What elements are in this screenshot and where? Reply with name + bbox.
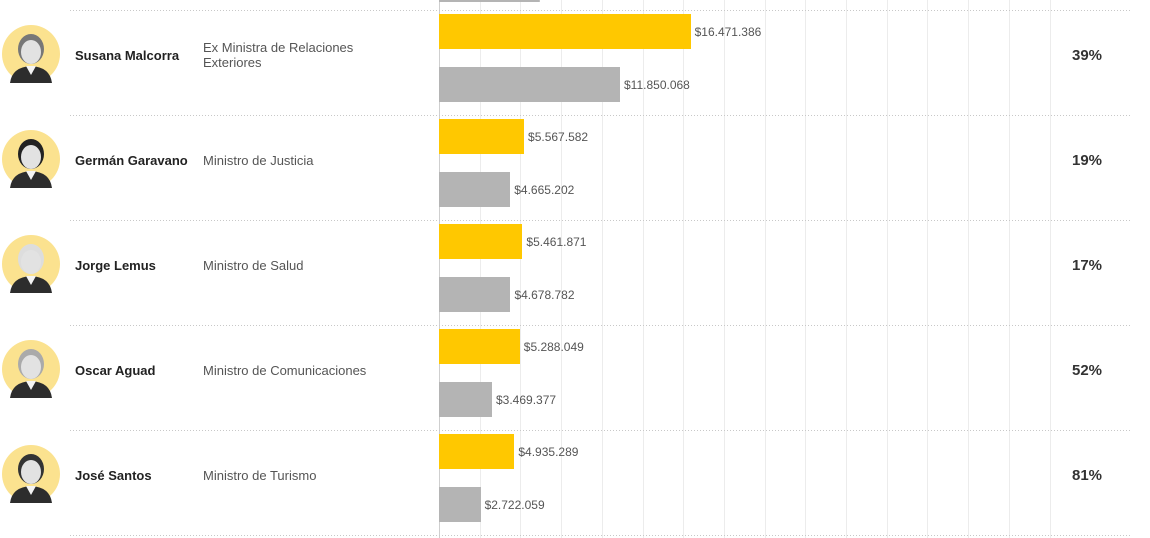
bar-current: [439, 329, 520, 364]
bar-current-label: $5.288.049: [523, 340, 584, 354]
change-percent: 39%: [1072, 46, 1103, 64]
avatar-photo: [2, 235, 60, 293]
bar-previous-label: $2.722.059: [484, 498, 545, 512]
avatar-photo: [2, 25, 60, 83]
change-percent: 17%: [1072, 256, 1103, 274]
bar-current-label: $16.471.386: [694, 25, 762, 39]
bar-previous: [439, 487, 481, 522]
role-line: Ministro de Justicia: [203, 152, 314, 168]
bar-previous-label: $4.665.202: [514, 183, 575, 197]
person-role: Ministro de Salud: [203, 220, 428, 310]
change-percent: 19%: [1072, 151, 1103, 169]
bar-previous-label: $11.850.068: [624, 78, 690, 92]
change-percent: 81%: [1072, 466, 1103, 484]
bar-previous: [439, 172, 511, 207]
bar-previous: [439, 67, 620, 102]
person-name: Germán Garavano: [75, 153, 188, 168]
person-row: Oscar Aguad Ministro de Comunicaciones $5.…: [0, 325, 1150, 430]
bar-current: [439, 14, 691, 49]
bar-previous: [439, 382, 492, 417]
avatar-photo: [2, 130, 60, 188]
person-name: Oscar Aguad: [75, 363, 156, 378]
person-name: Susana Malcorra: [75, 48, 180, 63]
person-role: Ministro de Turismo: [203, 430, 428, 520]
avatar-photo: [2, 340, 60, 398]
role-line: Ministro de Comunicaciones: [203, 362, 367, 378]
role-line: Ministro de Turismo: [203, 467, 317, 483]
bar-current-label: $5.461.871: [526, 235, 587, 249]
person-row: Germán Garavano Ministro de Justicia $5.56…: [0, 115, 1150, 220]
bar-previous-label: $4.678.782: [514, 288, 575, 302]
change-percent: 52%: [1072, 361, 1103, 379]
person-row: José Santos Ministro de Turismo $4.935.289…: [0, 430, 1150, 535]
role-line: Ex Ministra de Relaciones: [203, 40, 354, 55]
person-role: Ex Ministra de Relaciones Exteriores: [203, 10, 428, 100]
person-row: Susana Malcorra Ex Ministra de Relaciones…: [0, 10, 1150, 115]
bar-previous: [439, 277, 511, 312]
bar-current-label: $4.935.289: [518, 445, 579, 459]
role-line: Ministro de Salud: [203, 257, 304, 273]
person-role: Ministro de Justicia: [203, 115, 428, 205]
person-name: Jorge Lemus: [75, 258, 156, 273]
role-line: Exteriores: [203, 55, 262, 70]
bar-previous-partial: [439, 0, 540, 2]
person-row: Jorge Lemus Ministro de Salud $5.461.871 $4…: [0, 220, 1150, 325]
bar-previous-label: $3.469.377: [495, 393, 557, 407]
avatar-photo: [2, 445, 60, 503]
bar-current: [439, 119, 525, 154]
person-name: José Santos: [75, 468, 152, 483]
bar-current: [439, 224, 523, 259]
bar-current-label: $5.567.582: [528, 130, 589, 144]
bar-current: [439, 434, 515, 469]
person-role: Ministro de Comunicaciones: [203, 325, 428, 415]
